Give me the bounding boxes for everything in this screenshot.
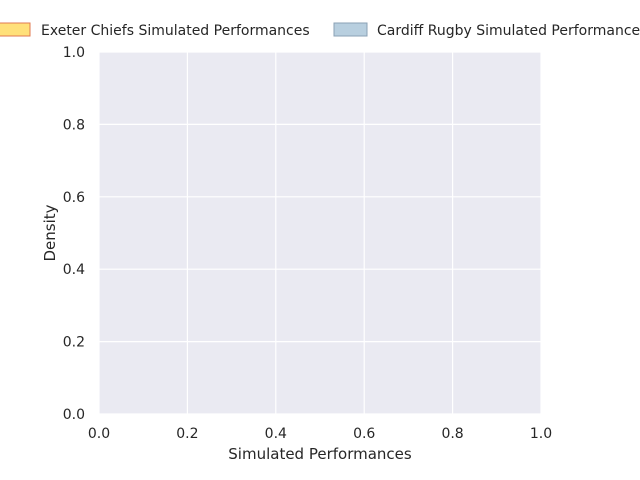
x-tick-label: 0.2 <box>176 426 198 442</box>
plot-area <box>99 52 541 414</box>
y-tick-labels: 0.0 0.2 0.4 0.6 0.8 1.0 <box>63 45 85 423</box>
y-tick-label: 0.0 <box>63 407 85 423</box>
x-tick-label: 1.0 <box>530 426 552 442</box>
y-tick-label: 0.6 <box>63 190 85 206</box>
legend: Exeter Chiefs Simulated Performances Car… <box>0 23 640 39</box>
y-tick-label: 0.8 <box>63 117 85 133</box>
x-axis-label: Simulated Performances <box>228 445 412 463</box>
legend-label-exeter: Exeter Chiefs Simulated Performances <box>41 23 310 39</box>
legend-swatch-exeter <box>0 23 30 36</box>
x-tick-label: 0.6 <box>353 426 375 442</box>
x-tick-label: 0.0 <box>88 426 110 442</box>
x-tick-label: 0.8 <box>441 426 463 442</box>
y-tick-label: 0.2 <box>63 335 85 351</box>
y-tick-label: 0.4 <box>63 262 85 278</box>
x-tick-label: 0.4 <box>265 426 287 442</box>
y-axis-label: Density <box>41 204 59 261</box>
legend-swatch-cardiff <box>334 23 367 36</box>
x-tick-labels: 0.0 0.2 0.4 0.6 0.8 1.0 <box>88 426 552 442</box>
legend-label-cardiff: Cardiff Rugby Simulated Performances <box>377 23 640 39</box>
y-tick-label: 1.0 <box>63 45 85 61</box>
